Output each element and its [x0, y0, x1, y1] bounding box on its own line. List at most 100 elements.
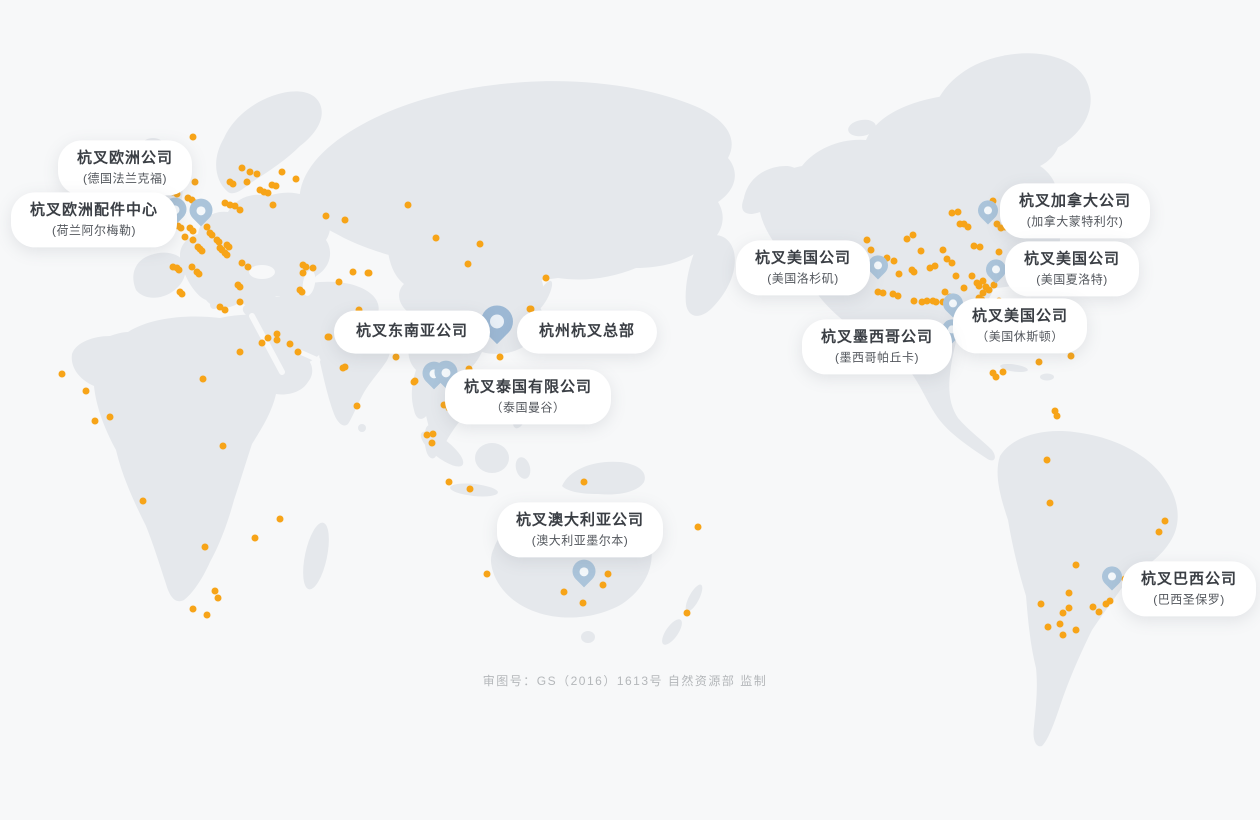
dealer-dot: [960, 220, 968, 228]
landmass-japan: [533, 280, 553, 312]
dealer-dot: [894, 292, 902, 300]
subsidiary-name: 杭叉泰国有限公司: [463, 378, 593, 396]
dealer-dot: [322, 212, 330, 220]
landmass-borneo: [475, 443, 509, 473]
dealer-dot: [215, 238, 223, 246]
dealer-dot: [411, 377, 419, 385]
landmass-sakhalin: [550, 241, 560, 269]
dealer-dot: [1072, 561, 1080, 569]
water-persian-gulf: [297, 349, 321, 363]
dealer-dot: [199, 375, 207, 383]
dealer-dot: [298, 288, 306, 296]
dealer-dot: [236, 298, 244, 306]
dealer-dot: [932, 298, 940, 306]
dealer-dot: [1161, 517, 1169, 525]
dealer-dot: [184, 194, 192, 202]
subsidiary-name: 杭叉美国公司: [1023, 250, 1121, 268]
dealer-dot: [173, 190, 181, 198]
dealer-dot: [1072, 626, 1080, 634]
dealer-dot: [189, 605, 197, 613]
dealer-dot: [91, 417, 99, 425]
landmass-south-america: [997, 431, 1178, 747]
dealer-dot: [423, 431, 431, 439]
dealer-dot: [264, 189, 272, 197]
dealer-dot: [993, 220, 1001, 228]
subsidiary-name: 杭叉欧洲公司: [76, 149, 174, 167]
subsidiary-location: (美国夏洛特): [1036, 272, 1108, 287]
landmass-north-america: [760, 93, 1061, 461]
dealer-dot: [890, 257, 898, 265]
landmass-arctic-island: [848, 119, 876, 137]
dealer-dot: [223, 251, 231, 259]
dealer-dot: [244, 263, 252, 271]
dealer-dot: [302, 263, 310, 271]
dealer-dot: [990, 281, 998, 289]
water-black-sea: [249, 265, 275, 279]
dealer-dot: [364, 269, 372, 277]
dealer-dot: [999, 368, 1007, 376]
dealer-dot: [483, 570, 491, 578]
landmass-sulawesi: [515, 457, 531, 479]
subsidiary-location: (澳大利亚墨尔本): [531, 533, 629, 548]
landmass-new-guinea: [562, 461, 645, 495]
subsidiary-location: (美国洛杉矶): [767, 271, 839, 286]
label-card-hangzhou-hq: 杭州杭叉总部: [516, 310, 658, 354]
dealer-dot: [82, 387, 90, 395]
dealer-dot: [294, 348, 302, 356]
subsidiary-name: 杭叉东南亚公司: [355, 322, 469, 340]
dealer-dot: [299, 269, 307, 277]
dealer-dot: [169, 263, 177, 271]
dealer-dot: [1053, 412, 1061, 420]
dealer-dot: [273, 336, 281, 344]
dealer-dot: [979, 277, 987, 285]
landmass-madagascar: [303, 522, 329, 590]
water-caspian: [302, 270, 316, 296]
dealer-dot: [995, 248, 1003, 256]
dealer-dot: [926, 264, 934, 272]
dealer-dot: [231, 202, 239, 210]
dealer-dot: [970, 242, 978, 250]
label-card-europe-company: 杭叉欧洲公司 (德国法兰克福): [57, 140, 193, 196]
dealer-dot: [964, 223, 972, 231]
subsidiary-name: 杭叉巴西公司: [1140, 570, 1238, 588]
landmass-sicily: [210, 301, 218, 309]
dealer-dot: [960, 284, 968, 292]
dealer-dot: [1051, 407, 1059, 415]
dealer-dot: [175, 266, 183, 274]
dealer-dot: [221, 306, 229, 314]
dealer-dot: [465, 365, 473, 373]
dealer-dot: [139, 497, 147, 505]
dealer-dot: [948, 259, 956, 267]
dealer-dot: [1102, 600, 1110, 608]
label-card-usa-company-charlotte: 杭叉美国公司 (美国夏洛特): [1004, 241, 1140, 297]
dealer-dot: [1044, 623, 1052, 631]
dealer-dot: [341, 216, 349, 224]
dealer-dot: [526, 305, 534, 313]
water-red-sea: [249, 313, 285, 375]
dealer-dot: [106, 413, 114, 421]
dealer-dot: [276, 515, 284, 523]
dealer-dot: [956, 220, 964, 228]
dealer-dot: [236, 283, 244, 291]
dealer-dot: [968, 272, 976, 280]
subsidiary-location: (荷兰阿尔梅勒): [51, 223, 136, 238]
dealer-dot: [203, 611, 211, 619]
dealer-dot: [954, 208, 962, 216]
dealer-dot: [189, 133, 197, 141]
landmass-alaska: [742, 166, 800, 214]
dealer-dot: [264, 334, 272, 342]
dealer-dot: [225, 243, 233, 251]
dealer-dot: [1046, 499, 1054, 507]
subsidiary-location: (加拿大蒙特利尔): [1026, 214, 1124, 229]
dealer-dot: [58, 370, 66, 378]
dealer-dot: [253, 170, 261, 178]
dealer-dot: [910, 297, 918, 305]
dealer-dot: [191, 178, 199, 186]
dealer-dot: [542, 274, 550, 282]
subsidiary-location: （美国休斯顿）: [976, 329, 1064, 344]
dealer-dot: [278, 168, 286, 176]
dealer-dot: [985, 286, 993, 294]
dealer-dot: [923, 297, 931, 305]
dealer-dot: [236, 206, 244, 214]
